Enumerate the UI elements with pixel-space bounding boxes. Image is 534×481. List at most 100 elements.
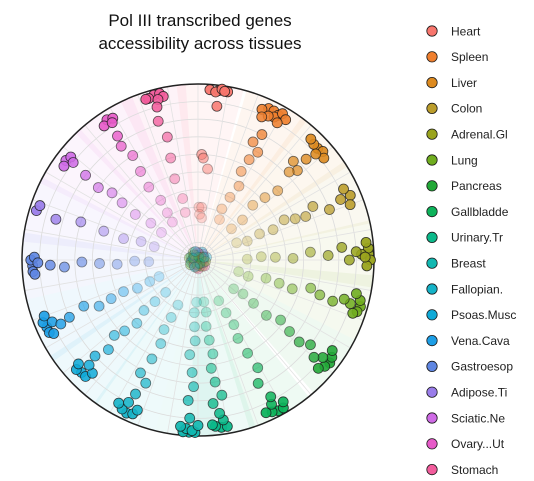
point-9-8	[182, 395, 194, 406]
point-3-2	[338, 183, 349, 195]
point-12-14	[153, 271, 165, 282]
data-points	[25, 83, 376, 438]
point-8-10	[207, 348, 219, 360]
point-13-11	[129, 255, 141, 267]
point-13-7	[59, 261, 70, 273]
center-point-16	[197, 248, 209, 260]
point-7-8	[252, 362, 264, 374]
wedge-shade-2	[198, 117, 348, 260]
grid-spoke-12	[197, 259, 351, 349]
point-5-9	[305, 282, 317, 294]
grid-spoke-23	[62, 259, 199, 374]
grid-spoke-8	[197, 229, 372, 261]
point-14-4	[98, 225, 110, 237]
grid-spoke-25	[32, 259, 199, 321]
point-8-13	[200, 306, 212, 318]
legend-label-11: Psoas.Musc	[451, 308, 516, 322]
point-5-3	[347, 307, 359, 319]
center-point-13	[191, 250, 203, 262]
point-8-14	[198, 296, 210, 308]
point-0-11	[196, 201, 208, 213]
point-11-12	[149, 296, 161, 307]
point-0-13	[196, 212, 208, 224]
point-8-8	[209, 376, 221, 388]
point-15-3	[67, 157, 79, 168]
wedge-shade-0	[176, 84, 244, 260]
point-5-13	[242, 270, 254, 282]
point-1-13	[243, 154, 255, 166]
legend-marker-14	[426, 386, 438, 398]
point-4-6	[359, 251, 371, 263]
center-point-34	[192, 246, 203, 258]
legend-marker-16	[426, 438, 438, 450]
grid-spoke-19	[167, 259, 199, 434]
point-14-5	[118, 233, 129, 245]
point-7-4	[277, 396, 289, 408]
point-2-14	[226, 223, 237, 235]
point-13-9	[94, 258, 105, 269]
point-9-15	[191, 296, 202, 308]
legend-marker-7	[426, 206, 438, 218]
grid-spoke-35	[167, 86, 199, 261]
grid-spoke-21	[109, 259, 199, 413]
point-10-4	[131, 404, 143, 416]
legend-marker-0	[426, 25, 438, 37]
grid-spoke-17	[197, 259, 229, 434]
point-1-14	[235, 166, 247, 177]
point-1-10	[256, 129, 268, 140]
point-16-3	[106, 117, 118, 129]
point-6-13	[237, 288, 249, 300]
grid-spoke-15	[197, 259, 287, 413]
grid-spoke-7	[197, 199, 364, 261]
point-0-6	[211, 100, 223, 112]
point-6-4	[326, 345, 338, 356]
center-point-25	[191, 258, 203, 270]
point-4-13	[269, 251, 281, 263]
point-1-8	[271, 117, 283, 129]
wedge-shade-10	[94, 260, 198, 431]
point-10-13	[172, 299, 184, 311]
point-6-3	[312, 362, 324, 374]
point-0-12	[194, 208, 206, 220]
point-6-6	[308, 351, 320, 363]
point-10-7	[140, 377, 152, 389]
point-9-11	[184, 349, 196, 361]
center-point-32	[198, 253, 209, 265]
legend-label-10: Fallopian.	[451, 282, 503, 296]
point-15-2	[58, 160, 70, 172]
grid-spoke-3	[197, 107, 287, 261]
center-point-8	[194, 249, 206, 261]
legend-label-0: Heart	[451, 24, 481, 38]
point-7-3	[260, 407, 272, 419]
point-2-12	[247, 199, 259, 211]
point-15-8	[129, 209, 141, 220]
legend-marker-13	[426, 360, 438, 372]
point-6-7	[305, 339, 316, 351]
point-4-14	[255, 251, 267, 263]
point-16-6	[127, 150, 139, 161]
legend-label-12: Vena.Cava	[451, 334, 510, 348]
point-10-6	[130, 388, 141, 400]
point-6-10	[275, 314, 286, 326]
center-point-45	[198, 252, 210, 263]
point-10-11	[158, 324, 170, 336]
point-11-11	[138, 305, 150, 316]
legend-label-3: Colon	[451, 102, 482, 116]
center-point-6	[195, 255, 207, 267]
legend-marker-12	[426, 334, 438, 347]
legend-label-8: Urinary.Tr	[451, 231, 503, 245]
grid-spoke-24	[45, 259, 199, 349]
legend-marker-2	[426, 77, 438, 89]
point-10-12	[165, 312, 177, 323]
wedge-shade-5	[198, 260, 374, 340]
point-13-6	[44, 259, 56, 271]
legend-marker-5	[426, 154, 438, 166]
legend-label-4: Adrenal.Gl	[451, 128, 508, 142]
point-3-5	[307, 201, 319, 212]
point-15-10	[156, 227, 167, 238]
point-1-16	[224, 191, 236, 203]
point-4-7	[350, 246, 362, 258]
point-13-8	[76, 256, 88, 268]
point-2-4	[305, 133, 317, 145]
